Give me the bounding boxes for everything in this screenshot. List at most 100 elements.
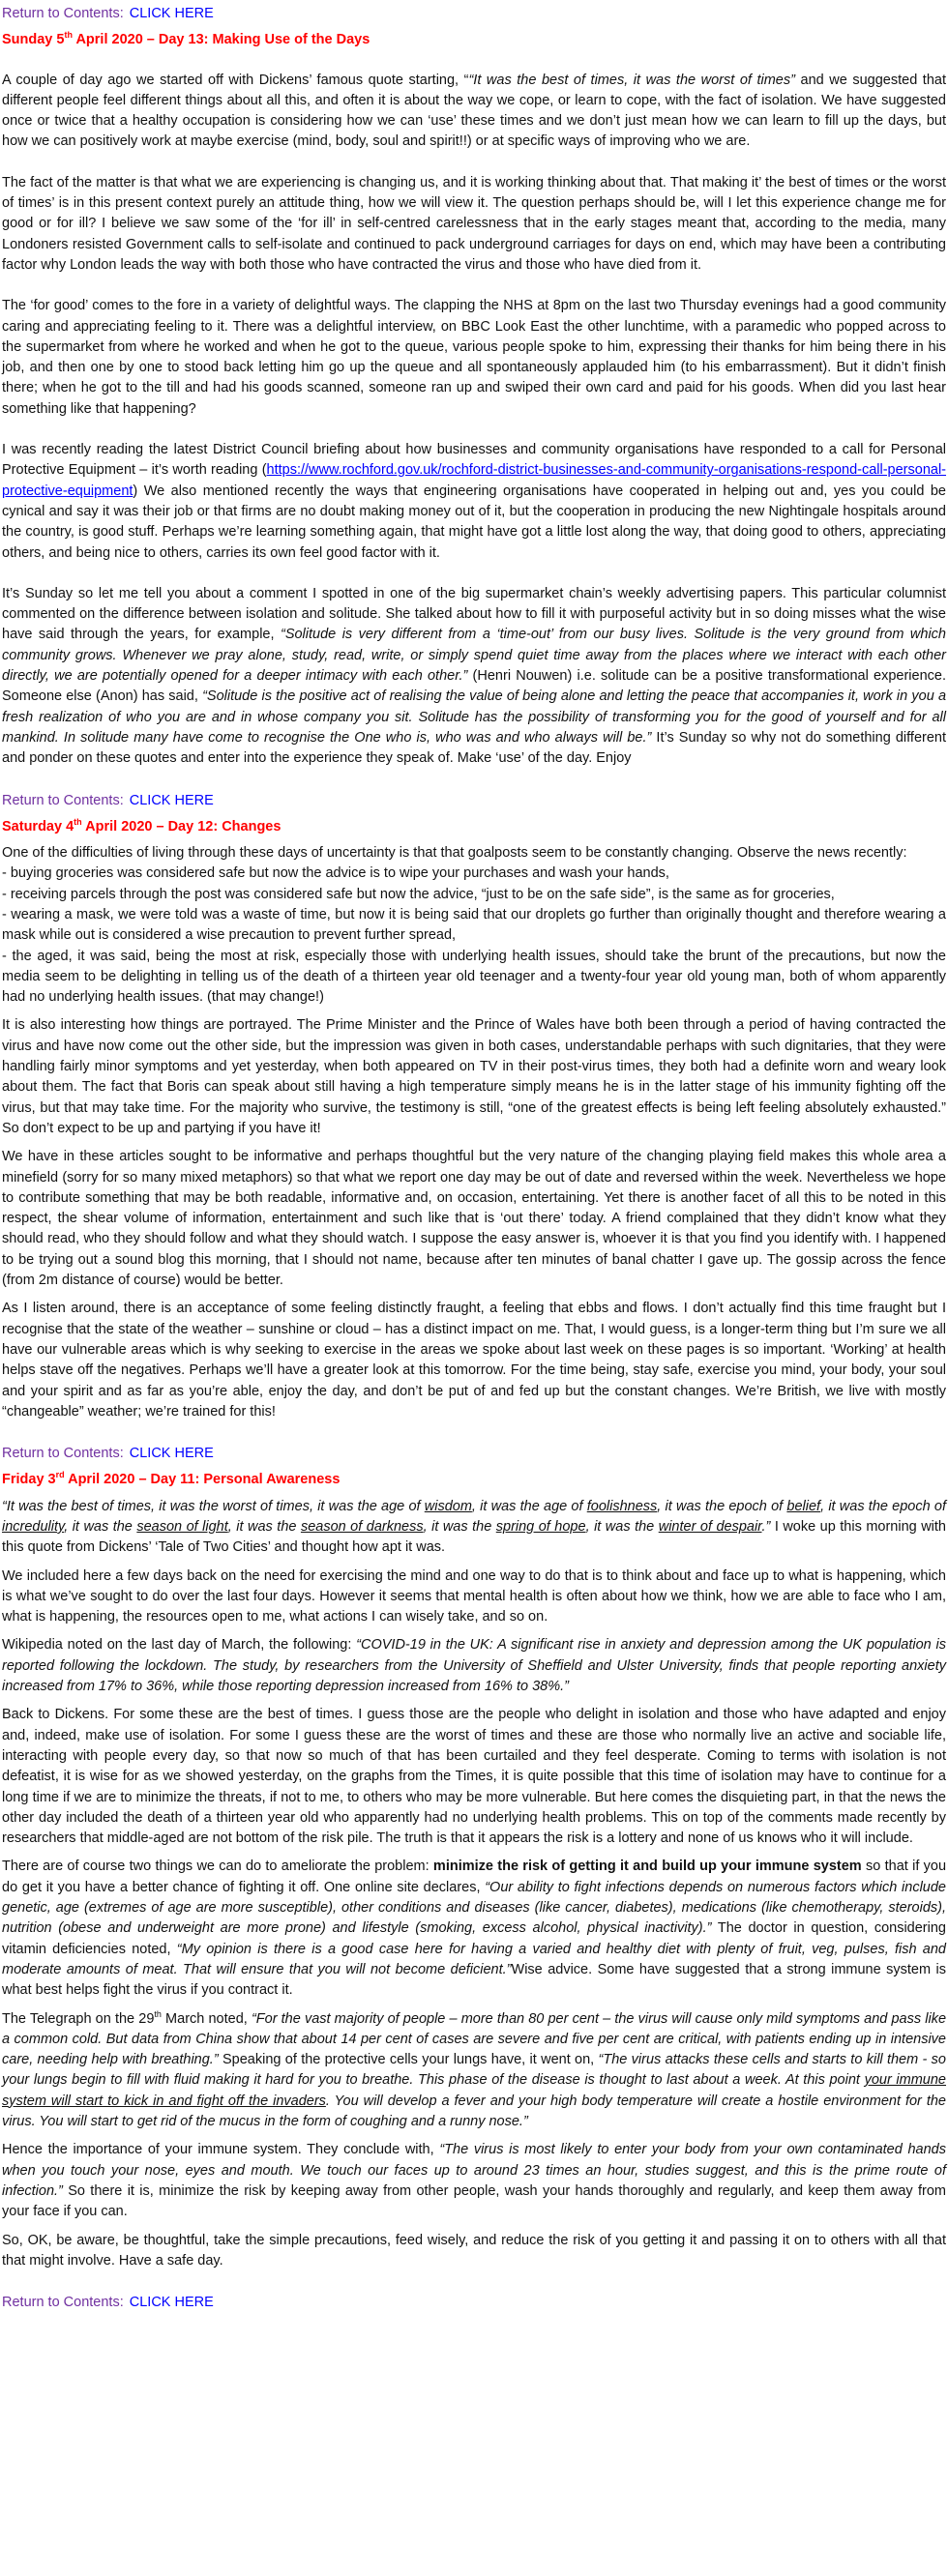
paragraph: The ‘for good’ comes to the fore in a va…: [2, 296, 946, 420]
text-run: April 2020 – Day 13: Making Use of the D…: [72, 32, 370, 48]
text-run: Hence the importance of your immune syst…: [2, 2142, 440, 2158]
superscript: th: [154, 2008, 162, 2019]
contents-link[interactable]: CLICK HERE: [129, 1446, 214, 1462]
return-label: Return to Contents:: [2, 6, 124, 21]
list-line: - wearing a mask, we were told was a was…: [2, 906, 946, 944]
superscript: rd: [55, 1470, 65, 1480]
paragraph: As I listen around, there is an acceptan…: [2, 1299, 946, 1422]
text-run: Sunday 5: [2, 32, 65, 48]
paragraph: I was recently reading the latest Distri…: [2, 440, 946, 564]
italic-text: “The virus is most likely to enter your …: [2, 2142, 946, 2199]
entry-heading: Sunday 5th April 2020 – Day 13: Making U…: [2, 30, 946, 50]
text-run: We have in these articles sought to be i…: [2, 1149, 946, 1289]
italic-text: , it was the: [585, 1519, 659, 1535]
italic-text: “COVID-19 in the UK: A significant rise …: [2, 1637, 946, 1695]
diary-entry: Sunday 5th April 2020 – Day 13: Making U…: [2, 30, 946, 769]
underlined-italic-text: winter of despair: [658, 1519, 762, 1535]
italic-text: , it was the age of: [471, 1498, 587, 1514]
bold-text: minimize the risk of getting it and buil…: [432, 1859, 862, 1875]
italic-text: . You will develop a fever and your high…: [2, 2093, 946, 2130]
contents-link[interactable]: CLICK HERE: [129, 792, 214, 808]
paragraph: The Telegraph on the 29th March noted, “…: [2, 2009, 946, 2133]
text-run: The fact of the matter is that what we a…: [2, 174, 946, 273]
entry-heading: Friday 3rd April 2020 – Day 11: Personal…: [2, 1470, 946, 1490]
text-run: The ‘for good’ comes to the fore in a va…: [2, 298, 946, 417]
text-run: Wise advice. Some have suggested that a …: [2, 1961, 946, 1999]
hyperlink[interactable]: https://www.rochford.gov.uk/rochford-dis…: [2, 462, 946, 499]
text-run: and we suggested that different people f…: [2, 72, 946, 150]
text-run: (Henri Nouwen) i.e. solitude can be a po…: [2, 668, 946, 705]
paragraph: One of the difficulties of living throug…: [2, 843, 946, 1008]
text-run: The doctor in question, considering vita…: [2, 1920, 946, 1957]
text-run: It’s Sunday so why not do something diff…: [2, 729, 946, 767]
underlined-italic-text: foolishness: [586, 1498, 658, 1514]
text-run: It’s Sunday so let me tell you about a c…: [2, 585, 946, 643]
return-label: Return to Contents:: [2, 792, 124, 808]
italic-text: “Our ability to fight infections depends…: [2, 1879, 946, 1937]
paragraph: We have in these articles sought to be i…: [2, 1147, 946, 1291]
list-line: - the aged, it was said, being the most …: [2, 948, 946, 1006]
italic-text: , it was the: [423, 1519, 496, 1535]
text-run: Saturday 4: [2, 818, 74, 834]
italic-text: , it was the epoch of: [820, 1498, 946, 1514]
text-run: As I listen around, there is an acceptan…: [2, 1301, 946, 1420]
diary-entry: Saturday 4th April 2020 – Day 12: Change…: [2, 817, 946, 1422]
contents-link[interactable]: CLICK HERE: [129, 2295, 214, 2311]
superscript: th: [74, 816, 82, 827]
paragraph: It’s Sunday so let me tell you about a c…: [2, 584, 946, 770]
text-run: We included here a few days back on the …: [2, 1567, 946, 1625]
paragraph: It is also interesting how things are po…: [2, 1015, 946, 1139]
text-run: It is also interesting how things are po…: [2, 1017, 946, 1136]
document: Return to Contents: CLICK HERE Sunday 5th …: [2, 4, 946, 2313]
paragraph: So, OK, be aware, be thoughtful, take th…: [2, 2231, 946, 2272]
text-run: so that if you do get it you have a bett…: [2, 1859, 947, 1895]
superscript: th: [64, 30, 73, 41]
text-run: I was recently reading the latest Distri…: [2, 442, 946, 479]
paragraph: Back to Dickens. For some these are the …: [2, 1705, 946, 1849]
italic-text: , it was the: [227, 1519, 301, 1535]
text-run: One of the difficulties of living throug…: [2, 845, 907, 862]
text-run: March noted,: [161, 2010, 252, 2027]
italic-text: , it was the: [64, 1519, 137, 1535]
text-run: So, OK, be aware, be thoughtful, take th…: [2, 2232, 946, 2269]
diary-entry: Friday 3rd April 2020 – Day 11: Personal…: [2, 1470, 946, 2271]
return-label: Return to Contents:: [2, 2295, 124, 2311]
text-run: Wikipedia noted on the last day of March…: [2, 1637, 357, 1654]
paragraph: “It was the best of times, it was the wo…: [2, 1497, 946, 1559]
italic-text: “The virus attacks these cells and start…: [2, 2052, 946, 2089]
underlined-italic-text: season of darkness: [300, 1519, 424, 1535]
text-run: A couple of day ago we started off with …: [2, 72, 469, 88]
paragraph: Wikipedia noted on the last day of March…: [2, 1635, 946, 1697]
italic-text: “My opinion is there is a good case here…: [2, 1941, 946, 1977]
italic-text: “Solitude is very different from a ‘time…: [2, 627, 946, 685]
text-run: Friday 3: [2, 1472, 56, 1488]
paragraph: The fact of the matter is that what we a…: [2, 173, 946, 276]
paragraph: There are of course two things we can do…: [2, 1857, 946, 2001]
paragraph: Hence the importance of your immune syst…: [2, 2140, 946, 2222]
paragraph: We included here a few days back on the …: [2, 1566, 946, 1628]
underlined-italic-text: your immune system will start to kick in…: [2, 2072, 946, 2109]
text-run: April 2020 – Day 11: Personal Awareness: [64, 1472, 341, 1488]
italic-text: .”: [761, 1519, 771, 1535]
text-run: ) We also mentioned recently the ways th…: [2, 483, 946, 561]
underlined-italic-text: season of light: [136, 1519, 228, 1535]
return-label: Return to Contents:: [2, 1446, 124, 1462]
text-run: There are of course two things we can do…: [2, 1859, 433, 1875]
list-line: - receiving parcels through the post was…: [2, 886, 835, 902]
underlined-italic-text: spring of hope: [495, 1519, 586, 1535]
paragraph: A couple of day ago we started off with …: [2, 71, 946, 153]
text-run: Back to Dickens. For some these are the …: [2, 1707, 946, 1847]
list-line: - buying groceries was considered safe b…: [2, 865, 669, 882]
return-to-contents: Return to Contents: CLICK HERE: [2, 4, 946, 24]
text-run: Speaking of the protective cells your lu…: [218, 2052, 599, 2068]
contents-link[interactable]: CLICK HERE: [129, 6, 214, 21]
italic-text: , it was the epoch of: [657, 1498, 787, 1514]
return-to-contents: Return to Contents: CLICK HERE: [2, 2293, 946, 2313]
underlined-italic-text: belief: [786, 1498, 821, 1514]
text-run: April 2020 – Day 12: Changes: [81, 818, 281, 834]
text-run: So there it is, minimize the risk by kee…: [2, 2182, 946, 2220]
underlined-italic-text: wisdom: [424, 1498, 472, 1514]
return-to-contents: Return to Contents: CLICK HERE: [2, 791, 946, 811]
text-run: I woke up this morning with this quote f…: [2, 1519, 946, 1556]
